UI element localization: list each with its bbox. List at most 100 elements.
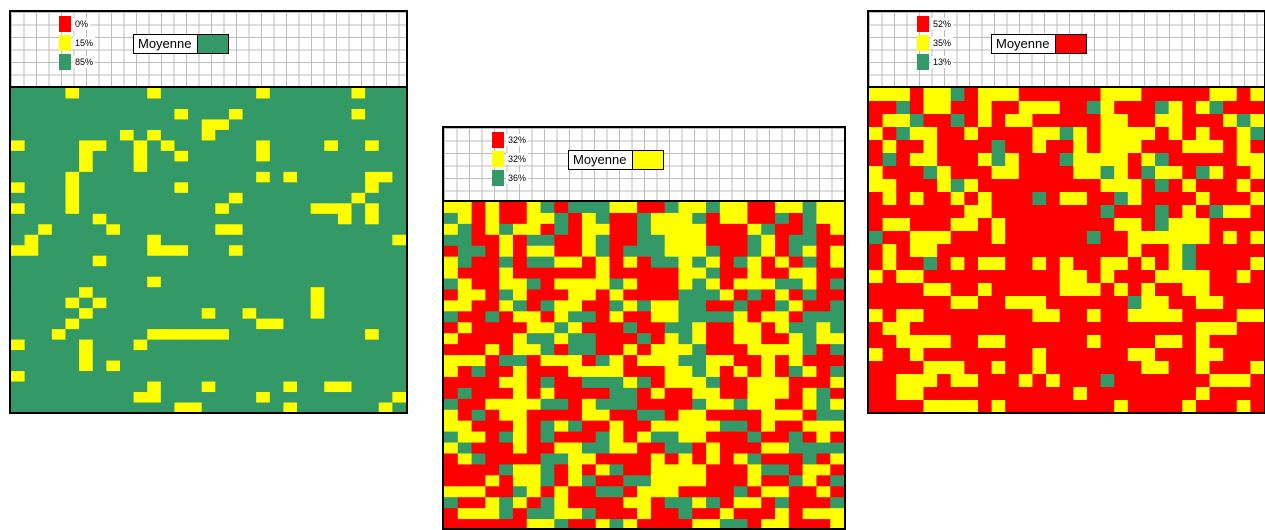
matrix-cell	[909, 153, 925, 167]
matrix-cell	[964, 374, 979, 388]
matrix-cell	[650, 202, 666, 214]
matrix-cell	[188, 339, 203, 351]
matrix-cell	[540, 300, 555, 312]
matrix-cell	[337, 245, 353, 257]
matrix-cell	[11, 297, 26, 309]
matrix-cell	[950, 205, 965, 219]
matrix-cell	[1005, 166, 1020, 180]
matrix-cell	[256, 161, 271, 173]
matrix-cell	[977, 400, 993, 412]
matrix-cell	[65, 88, 80, 100]
matrix-cell	[977, 309, 993, 323]
matrix-cell	[444, 431, 459, 444]
matrix-cell	[937, 140, 952, 154]
matrix-cell	[174, 213, 189, 225]
matrix-cell	[719, 366, 735, 378]
matrix-cell	[802, 475, 818, 487]
matrix-cell	[678, 333, 693, 345]
matrix-cell	[1141, 322, 1156, 336]
matrix-cell	[324, 339, 339, 351]
matrix-cell	[923, 400, 938, 412]
matrix-cell	[950, 244, 965, 258]
matrix-cell	[1182, 114, 1197, 128]
matrix-cell	[609, 267, 624, 280]
matrix-cell	[1005, 244, 1020, 258]
matrix-cell	[692, 475, 707, 487]
matrix-cell	[65, 381, 80, 393]
matrix-cell	[1127, 374, 1143, 388]
matrix-cell	[775, 442, 790, 455]
matrix-cell	[365, 287, 380, 299]
matrix-cell	[950, 387, 965, 401]
matrix-cell	[733, 300, 749, 312]
matrix-cell	[761, 300, 776, 312]
matrix-cell	[1209, 88, 1224, 102]
matrix-cell	[1100, 218, 1115, 232]
matrix-cell	[1059, 205, 1074, 219]
matrix-cell	[269, 108, 285, 121]
legend-percent: 15%	[73, 37, 96, 49]
matrix-cell	[457, 497, 473, 509]
matrix-cell	[802, 376, 818, 389]
matrix-cell	[692, 431, 707, 444]
matrix-cell	[512, 311, 528, 323]
matrix-cell	[609, 464, 624, 476]
matrix-cell	[830, 475, 844, 487]
matrix-cell	[1155, 257, 1170, 271]
matrix-cell	[119, 276, 135, 288]
matrix-cell	[650, 344, 666, 356]
matrix-cell	[1127, 192, 1143, 206]
matrix-cell	[1209, 231, 1224, 245]
matrix-cell	[1195, 374, 1211, 388]
matrix-cell	[147, 297, 162, 309]
matrix-cell	[51, 140, 67, 152]
matrix-cell	[554, 322, 569, 334]
matrix-cell	[24, 108, 39, 121]
matrix-cell	[1155, 283, 1170, 297]
matrix-cell	[485, 223, 500, 236]
matrix-cell	[242, 266, 257, 278]
matrix-cell	[351, 402, 366, 412]
matrix-cell	[269, 350, 285, 362]
matrix-cell	[802, 366, 818, 378]
matrix-cell	[51, 150, 67, 162]
matrix-cell	[51, 329, 67, 341]
matrix-cell	[269, 276, 285, 288]
matrix-cell	[869, 205, 884, 219]
matrix-cell	[1155, 218, 1170, 232]
legend-percent: 85%	[73, 56, 96, 68]
matrix-cell	[133, 350, 148, 362]
matrix-cell	[1032, 166, 1047, 180]
matrix-cell	[1100, 335, 1115, 349]
matrix-cell	[471, 508, 486, 520]
matrix-cell	[38, 192, 53, 204]
matrix-cell	[24, 287, 39, 299]
matrix-cell	[568, 409, 583, 422]
matrix-cell	[788, 497, 804, 509]
matrix-cell	[1141, 335, 1156, 349]
matrix-cell	[581, 497, 597, 509]
matrix-cell	[1073, 88, 1088, 102]
matrix-cell	[991, 179, 1006, 193]
matrix-cell	[1018, 322, 1034, 336]
matrix-cell	[650, 431, 666, 444]
matrix-cell	[215, 255, 230, 267]
matrix-cell	[310, 318, 325, 330]
matrix-cell	[733, 442, 749, 455]
matrix-cell	[1182, 244, 1197, 258]
matrix-cell	[1073, 192, 1088, 206]
matrix-cell	[977, 244, 993, 258]
matrix-cell	[297, 339, 312, 351]
matrix-cell	[1141, 361, 1156, 375]
matrix-cell	[337, 108, 353, 121]
matrix-cell	[761, 442, 776, 455]
matrix-cell	[540, 409, 555, 422]
matrix-cell	[609, 311, 624, 323]
matrix-cell	[228, 297, 244, 309]
matrix-cell	[188, 245, 203, 257]
matrix-cell	[65, 329, 80, 341]
matrix-cell	[378, 276, 393, 288]
matrix-cell	[337, 140, 353, 152]
matrix-cell	[830, 333, 844, 345]
matrix-cell	[788, 453, 804, 465]
